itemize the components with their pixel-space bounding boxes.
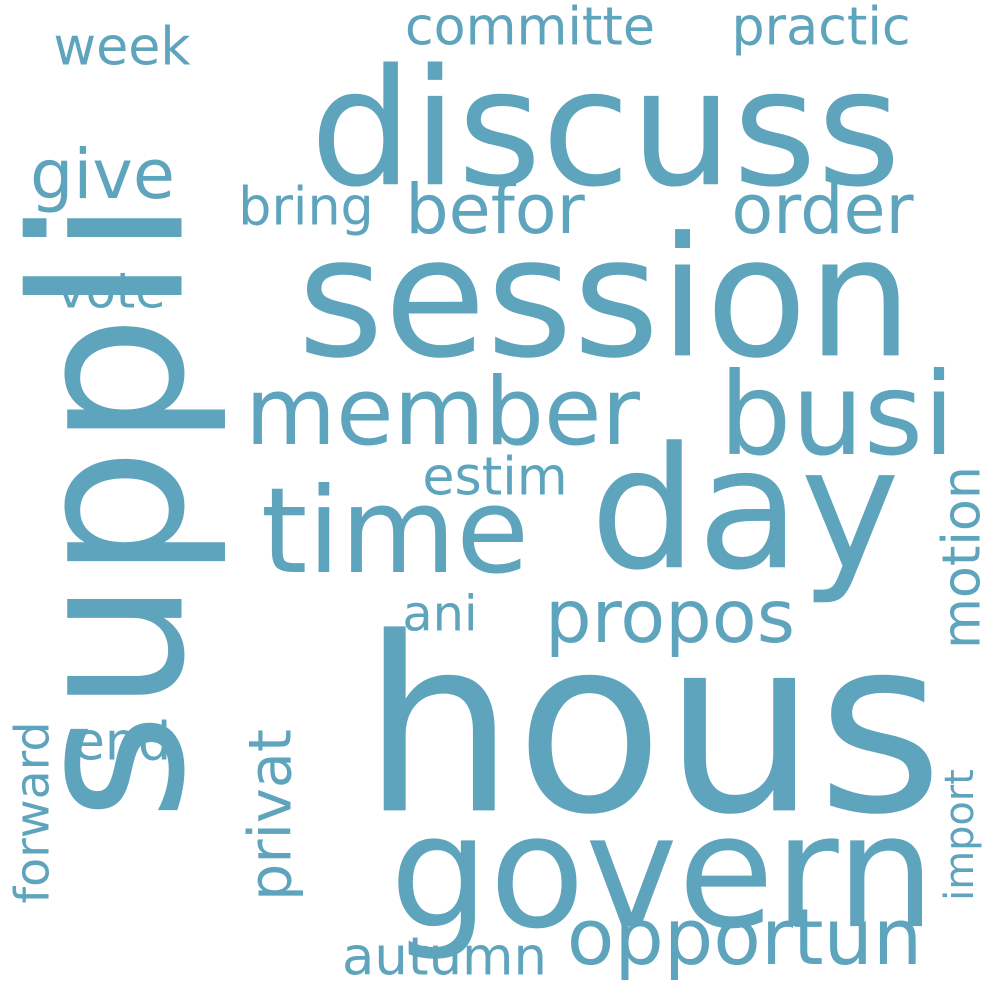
word-bring: bring <box>238 177 374 238</box>
word-ani: ani <box>402 584 478 643</box>
word-give: give <box>30 135 175 215</box>
word-practic: practic <box>731 0 911 58</box>
word-govern: govern <box>389 781 936 964</box>
word-member: member <box>245 357 640 467</box>
word-estim: estim <box>422 447 568 508</box>
word-hous: hous <box>361 586 944 869</box>
word-vote: vote <box>56 261 166 320</box>
word-propos: propos <box>545 574 795 660</box>
word-order: order <box>731 170 914 250</box>
word-discuss: discuss <box>310 35 901 224</box>
word-session: session <box>297 202 913 396</box>
word-day: day <box>590 411 900 608</box>
word-befor: befor <box>405 170 585 250</box>
word-time: time <box>260 463 530 602</box>
word-opportun: opportun <box>566 893 923 984</box>
word-autumn: autumn <box>342 926 547 988</box>
word-week: week <box>53 17 191 78</box>
word-import: import <box>937 769 984 901</box>
word-end: end <box>72 712 172 773</box>
word-motion: motion <box>932 466 993 649</box>
word-committe: committe <box>404 0 656 58</box>
word-forward: forward <box>5 721 61 904</box>
word-busi: busi <box>719 348 955 481</box>
word-privat: privat <box>235 729 305 901</box>
